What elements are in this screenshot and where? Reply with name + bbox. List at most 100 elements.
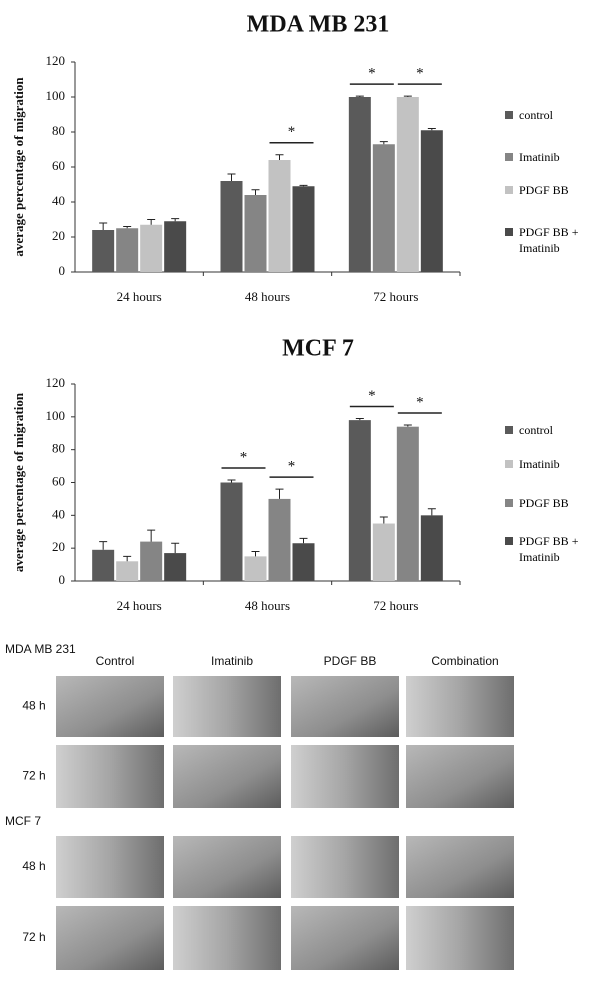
legend-label: control — [519, 108, 553, 122]
error-bar — [147, 529, 156, 542]
column-header: Control — [96, 654, 135, 668]
column-header: Combination — [431, 654, 498, 668]
legend-swatch — [505, 111, 513, 119]
error-bar — [99, 541, 108, 550]
micrograph — [173, 745, 281, 808]
x-tick-label: 72 hours — [373, 289, 418, 304]
group-title: MCF 7 — [5, 814, 41, 828]
legend-label: PDGF BB — [519, 496, 569, 510]
chart-title: MDA MB 231 — [247, 12, 390, 38]
micrograph — [56, 836, 164, 898]
y-tick-label: 40 — [52, 506, 65, 521]
image-panel: Control Imatinib PDGF BB Combination MDA MB … — [5, 642, 514, 970]
bar — [220, 482, 243, 581]
bar — [244, 195, 267, 272]
chart: MDA MB 231 average percentage of migratio… — [11, 12, 461, 304]
significance-label: * — [416, 66, 424, 82]
y-axis-label: average percentage of migration — [11, 392, 26, 572]
micrograph — [56, 906, 164, 970]
error-bar — [427, 508, 436, 516]
y-tick-label: 80 — [52, 123, 65, 138]
micrograph — [406, 676, 514, 737]
micrograph — [56, 745, 164, 808]
chart-block: MDA MB 231 average percentage of migratio… — [0, 0, 600, 310]
bar — [140, 541, 163, 581]
error-bar — [275, 488, 284, 499]
y-tick-label: 80 — [52, 441, 65, 456]
x-tick-label: 24 hours — [117, 598, 162, 613]
chart: MCF 7 average percentage of migration 0 20 4… — [11, 336, 461, 613]
significance-label: * — [368, 66, 376, 82]
bar — [164, 553, 187, 581]
significance-label: * — [416, 394, 424, 410]
legend-label: Imatinib — [519, 457, 560, 471]
y-axis-label: average percentage of migration — [11, 77, 26, 257]
legend-label: PDGF BB — [519, 183, 569, 197]
micrograph — [173, 906, 281, 970]
micrograph — [291, 906, 399, 970]
y-tick-label: 100 — [46, 88, 66, 103]
significance-label: * — [368, 388, 376, 404]
bar — [372, 523, 395, 581]
bar — [244, 556, 267, 581]
x-tick-label: 48 hours — [245, 289, 290, 304]
y-tick-label: 120 — [46, 53, 66, 68]
bar — [292, 543, 315, 581]
row-label: 48 h — [22, 699, 45, 713]
error-bar — [403, 95, 412, 97]
y-tick-label: 0 — [59, 263, 66, 278]
micrograph — [291, 836, 399, 898]
error-bar — [379, 516, 388, 524]
bar — [348, 420, 371, 581]
bar — [220, 181, 243, 272]
legend-swatch — [505, 426, 513, 434]
group-title: MDA MB 231 — [5, 642, 76, 656]
y-tick-label: 60 — [52, 473, 65, 488]
error-bar — [227, 173, 236, 181]
legend-label: PDGF BB + Imatinib — [519, 534, 579, 564]
error-bar — [123, 555, 132, 562]
bar — [92, 230, 115, 272]
significance-label: * — [288, 124, 296, 140]
bar — [420, 130, 443, 272]
error-bar — [299, 537, 308, 544]
x-tick-label: 72 hours — [373, 598, 418, 613]
error-bar — [123, 226, 132, 229]
y-tick-label: 20 — [52, 539, 65, 554]
bar — [268, 160, 291, 272]
micrograph — [291, 676, 399, 737]
bar — [396, 97, 419, 272]
error-bar — [355, 417, 364, 421]
bar — [292, 186, 315, 272]
y-tick-label: 100 — [46, 408, 66, 423]
micrograph — [406, 745, 514, 808]
y-tick-label: 40 — [52, 193, 65, 208]
legend-label: Imatinib — [519, 150, 560, 164]
y-tick-label: 0 — [59, 572, 66, 587]
bar — [420, 515, 443, 581]
column-header: Imatinib — [211, 654, 253, 668]
error-bar — [171, 542, 180, 554]
y-tick-label: 120 — [46, 375, 66, 390]
legend-swatch — [505, 499, 513, 507]
micrograph — [173, 836, 281, 898]
row-label: 72 h — [22, 930, 45, 944]
y-tick-label: 60 — [52, 158, 65, 173]
chart-block: MCF 7 average percentage of migration 0 20 4… — [0, 310, 600, 640]
bar — [164, 221, 187, 272]
micrograph — [406, 906, 514, 970]
legend-swatch — [505, 228, 513, 236]
legend-swatch — [505, 460, 513, 468]
error-bar — [251, 550, 260, 557]
error-bar — [299, 184, 308, 187]
x-tick-label: 48 hours — [245, 598, 290, 613]
row-label: 48 h — [22, 859, 45, 873]
error-bar — [427, 128, 436, 131]
bar — [348, 97, 371, 272]
bar — [396, 426, 419, 581]
legend-label: PDGF BB + Imatinib — [519, 225, 579, 255]
legend-swatch — [505, 537, 513, 545]
significance-label: * — [288, 459, 296, 475]
bar — [92, 549, 115, 581]
